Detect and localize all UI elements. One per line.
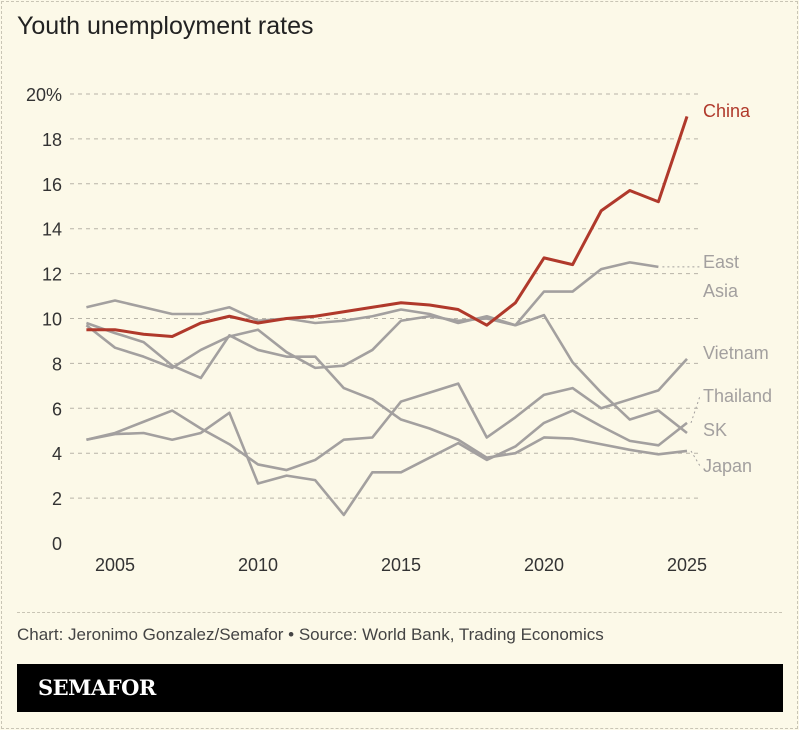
- y-tick-label: 6: [52, 399, 62, 419]
- divider: [17, 612, 782, 613]
- y-tick-label: 12: [42, 265, 62, 285]
- series-label: Vietnam: [703, 343, 769, 363]
- chart-credit: Chart: Jeronimo Gonzalez/Semafor • Sourc…: [17, 625, 604, 644]
- series-label: East: [703, 252, 739, 272]
- series-label: China: [703, 101, 751, 121]
- y-tick-label: 14: [42, 220, 62, 240]
- x-tick-label: 2005: [95, 555, 135, 575]
- label-connector: [690, 395, 701, 424]
- series-line-thailand: [86, 409, 688, 517]
- x-tick-label: 2025: [667, 555, 707, 575]
- series-label: Asia: [703, 281, 739, 301]
- y-tick-label: 16: [42, 175, 62, 195]
- series-line-east-asia: [86, 261, 659, 327]
- brand-bar: SEMAFOR: [17, 664, 783, 712]
- x-tick-label: 2015: [381, 555, 421, 575]
- x-tick-label: 2010: [238, 555, 278, 575]
- series-line-sk: [85, 313, 688, 435]
- x-tick-label: 2020: [524, 555, 564, 575]
- chart-title: Youth unemployment rates: [17, 12, 314, 40]
- y-tick-label: 20%: [26, 85, 62, 105]
- semafor-logo: SEMAFOR: [38, 675, 156, 700]
- series-label: Thailand: [703, 386, 772, 406]
- line-chart: 0 2 4 6 8 10 12 14 16 18 20% 2005 2010 2015 2020 2025 Ea…: [26, 85, 772, 575]
- y-tick-label: 0: [52, 534, 62, 554]
- series-line-china: [86, 115, 689, 338]
- y-tick-label: 4: [52, 444, 62, 464]
- y-tick-label: 10: [42, 310, 62, 330]
- series-label: Japan: [703, 456, 752, 476]
- y-tick-label: 18: [42, 130, 62, 150]
- y-tick-label: 8: [52, 354, 62, 374]
- series-line-vietnam: [86, 358, 688, 472]
- y-tick-label: 2: [52, 489, 62, 509]
- series-label: SK: [703, 420, 727, 440]
- series-line-japan: [85, 321, 688, 459]
